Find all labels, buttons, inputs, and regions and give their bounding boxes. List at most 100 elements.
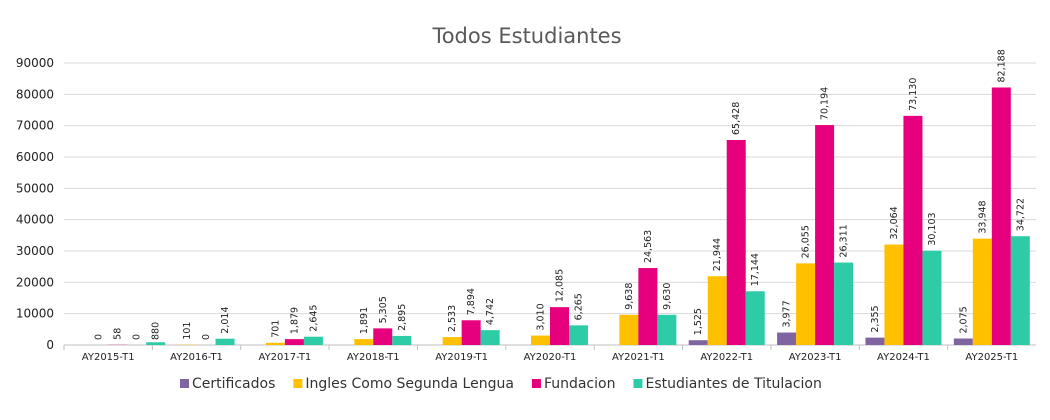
data-labels: 0 58 0 101 0 2,014 701 1,879 2,645 1,891 5,305 2,89…: [94, 49, 1027, 340]
bar: [922, 250, 942, 345]
bar: [284, 339, 304, 345]
bar: [865, 337, 885, 345]
data-label: 4,742: [485, 298, 496, 325]
data-label: 26,311: [839, 224, 850, 257]
x-tick-label: AY2018-T1: [347, 352, 400, 363]
legend-swatch: [633, 379, 643, 388]
data-label: 17,144: [750, 253, 761, 286]
data-label: 0: [201, 334, 212, 340]
bar: [815, 125, 835, 345]
x-tick-label: AY2025-T1: [965, 352, 1018, 363]
bar: [903, 115, 923, 345]
data-label: 34,722: [1015, 198, 1026, 231]
data-label: 21,944: [712, 238, 723, 271]
y-axis: 0 10000 20000 30000 40000 50000 60000 70000 8000…: [16, 56, 54, 352]
data-label: 0: [132, 334, 143, 340]
data-label: 24,563: [643, 230, 654, 263]
bar: [991, 87, 1011, 345]
bar: [745, 291, 765, 345]
legend-label: Certificados: [192, 376, 275, 392]
legend-swatch: [531, 379, 541, 388]
data-label: 5,305: [378, 296, 389, 323]
bars: [108, 87, 1030, 345]
legend-swatch: [180, 379, 189, 388]
data-label: 82,188: [996, 49, 1007, 82]
bar: [972, 238, 992, 345]
data-label: 65,428: [731, 102, 742, 135]
data-label: 3,010: [536, 303, 547, 330]
data-label: 9,630: [662, 283, 673, 310]
y-tick-label: 30000: [16, 244, 54, 258]
y-tick-label: 80000: [16, 87, 54, 101]
bar: [550, 307, 569, 345]
data-label: 73,130: [908, 78, 919, 111]
gridlines: [64, 62, 1036, 346]
bar: [638, 268, 658, 345]
data-label: 701: [270, 320, 281, 338]
bar: [265, 342, 285, 345]
data-label: 32,064: [889, 206, 900, 239]
bar: [726, 139, 746, 345]
y-tick-label: 60000: [16, 150, 54, 164]
bar: [1010, 236, 1030, 345]
data-label: 3,977: [782, 300, 793, 327]
data-label: 2,075: [958, 306, 969, 333]
bar: [215, 338, 235, 345]
bar: [373, 328, 393, 345]
x-tick-label: AY2015-T1: [82, 352, 135, 363]
data-label: 6,265: [574, 293, 585, 320]
legend-label: Estudiantes de Titulacion: [645, 376, 821, 392]
bar: [657, 314, 677, 345]
bar: [303, 336, 323, 345]
chart-title: Todos Estudiantes: [431, 24, 621, 48]
x-tick-label: AY2020-T1: [524, 352, 577, 363]
bar: [707, 276, 727, 345]
x-axis: AY2015-T1 AY2016-T1 AY2017-T1 AY2018-T1 AY20…: [63, 345, 1018, 363]
bar: [480, 330, 500, 345]
data-label: 2,533: [447, 305, 458, 332]
data-label: 26,055: [801, 225, 812, 258]
bar: [392, 335, 412, 345]
y-tick-label: 90000: [16, 56, 54, 70]
x-tick-label: AY2016-T1: [170, 352, 223, 363]
y-tick-label: 50000: [16, 181, 54, 195]
y-tick-label: 20000: [16, 275, 54, 289]
bar: [777, 332, 797, 345]
bar: [834, 262, 854, 345]
data-label: 7,894: [466, 288, 477, 315]
data-label: 9,638: [624, 283, 635, 310]
y-tick-label: 40000: [16, 213, 54, 227]
data-label: 58: [113, 328, 124, 340]
x-tick-label: AY2021-T1: [612, 352, 665, 363]
data-label: 1,525: [693, 308, 704, 335]
bar: [531, 335, 550, 345]
data-label: 1,891: [359, 307, 370, 334]
data-label: 1,879: [289, 307, 300, 334]
bar: [796, 263, 816, 345]
bar: [442, 337, 462, 345]
bar: [953, 338, 973, 345]
legend-label: Ingles Como Segunda Lengua: [305, 376, 514, 392]
legend-label: Fundacion: [544, 376, 616, 392]
data-label: 33,948: [977, 200, 988, 233]
data-label: 30,103: [927, 212, 938, 245]
x-tick-label: AY2024-T1: [877, 352, 930, 363]
data-label: 2,895: [397, 304, 408, 331]
data-label: 2,645: [308, 305, 319, 332]
data-label: 880: [151, 322, 162, 340]
data-label: 70,194: [820, 87, 831, 120]
bar: [884, 244, 904, 345]
x-tick-label: AY2019-T1: [435, 352, 488, 363]
x-tick-label: AY2022-T1: [700, 352, 753, 363]
data-label: 2,355: [870, 305, 881, 332]
legend: Certificados Ingles Como Segunda Lengua Fu…: [180, 376, 822, 392]
x-tick-label: AY2017-T1: [259, 352, 312, 363]
bar: [461, 320, 481, 345]
data-label: 2,014: [220, 306, 231, 333]
data-label: 0: [94, 334, 105, 340]
bar: [569, 325, 588, 345]
bar: [354, 339, 374, 345]
data-label: 12,085: [555, 269, 566, 302]
x-tick-label: AY2023-T1: [789, 352, 842, 363]
